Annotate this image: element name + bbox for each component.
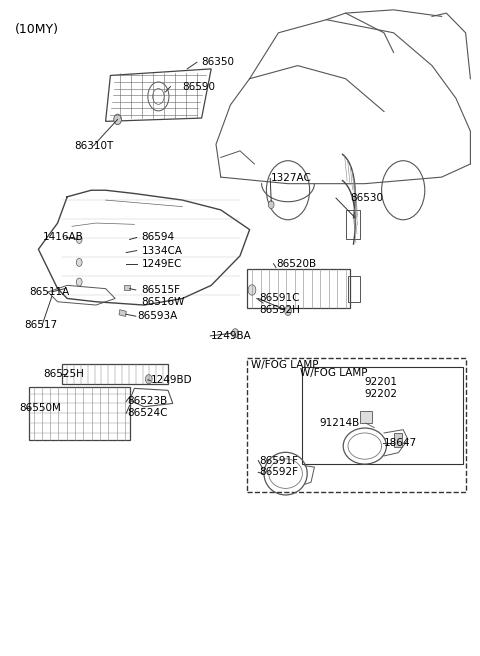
Text: 86592H: 86592H <box>259 304 300 315</box>
Circle shape <box>114 114 121 125</box>
Circle shape <box>268 201 274 209</box>
Text: 86525H: 86525H <box>43 369 84 379</box>
Circle shape <box>76 258 82 266</box>
Circle shape <box>76 278 82 286</box>
Bar <box>247 358 466 492</box>
Bar <box>348 276 360 302</box>
Text: 86517: 86517 <box>24 319 57 330</box>
Text: 86520B: 86520B <box>276 258 316 269</box>
Text: 1249BA: 1249BA <box>211 331 252 341</box>
Circle shape <box>232 329 239 338</box>
Circle shape <box>76 236 82 243</box>
Text: (10MY): (10MY) <box>14 23 59 36</box>
Bar <box>119 310 126 316</box>
Text: 1416AB: 1416AB <box>43 232 84 243</box>
Text: 86350: 86350 <box>202 57 235 68</box>
Text: 86591F: 86591F <box>259 455 298 466</box>
Text: 86511A: 86511A <box>29 287 69 297</box>
Text: 86592F: 86592F <box>259 467 298 478</box>
Text: 86524C: 86524C <box>127 408 168 419</box>
Text: 1249BD: 1249BD <box>151 375 193 386</box>
Text: 86593A: 86593A <box>137 311 177 321</box>
Text: 86591C: 86591C <box>259 293 300 304</box>
Text: 86594: 86594 <box>142 232 175 243</box>
Text: 92202: 92202 <box>365 388 398 399</box>
Bar <box>346 210 360 239</box>
Text: 86516W: 86516W <box>142 297 185 307</box>
Text: W/FOG LAMP: W/FOG LAMP <box>300 367 368 378</box>
Text: 1334CA: 1334CA <box>142 245 182 256</box>
Text: 91214B: 91214B <box>319 418 360 428</box>
Text: 86310T: 86310T <box>74 140 114 151</box>
Text: 1249EC: 1249EC <box>142 258 182 269</box>
Text: 86515F: 86515F <box>142 285 180 295</box>
Circle shape <box>145 375 152 384</box>
Text: 18647: 18647 <box>384 438 417 448</box>
Text: 1327AC: 1327AC <box>271 173 312 184</box>
Circle shape <box>285 306 291 316</box>
Bar <box>302 367 463 464</box>
Bar <box>247 269 350 308</box>
Bar <box>360 411 372 423</box>
Bar <box>124 285 130 290</box>
Bar <box>62 364 168 384</box>
Text: 86550M: 86550M <box>19 403 61 413</box>
Text: W/FOG LAMP: W/FOG LAMP <box>251 360 318 371</box>
Bar <box>394 433 402 447</box>
Text: 86523B: 86523B <box>127 396 168 407</box>
Text: 86530: 86530 <box>350 193 384 203</box>
Text: 92201: 92201 <box>365 377 398 387</box>
Text: 86590: 86590 <box>182 81 216 92</box>
Bar <box>29 387 130 440</box>
Circle shape <box>248 285 256 295</box>
